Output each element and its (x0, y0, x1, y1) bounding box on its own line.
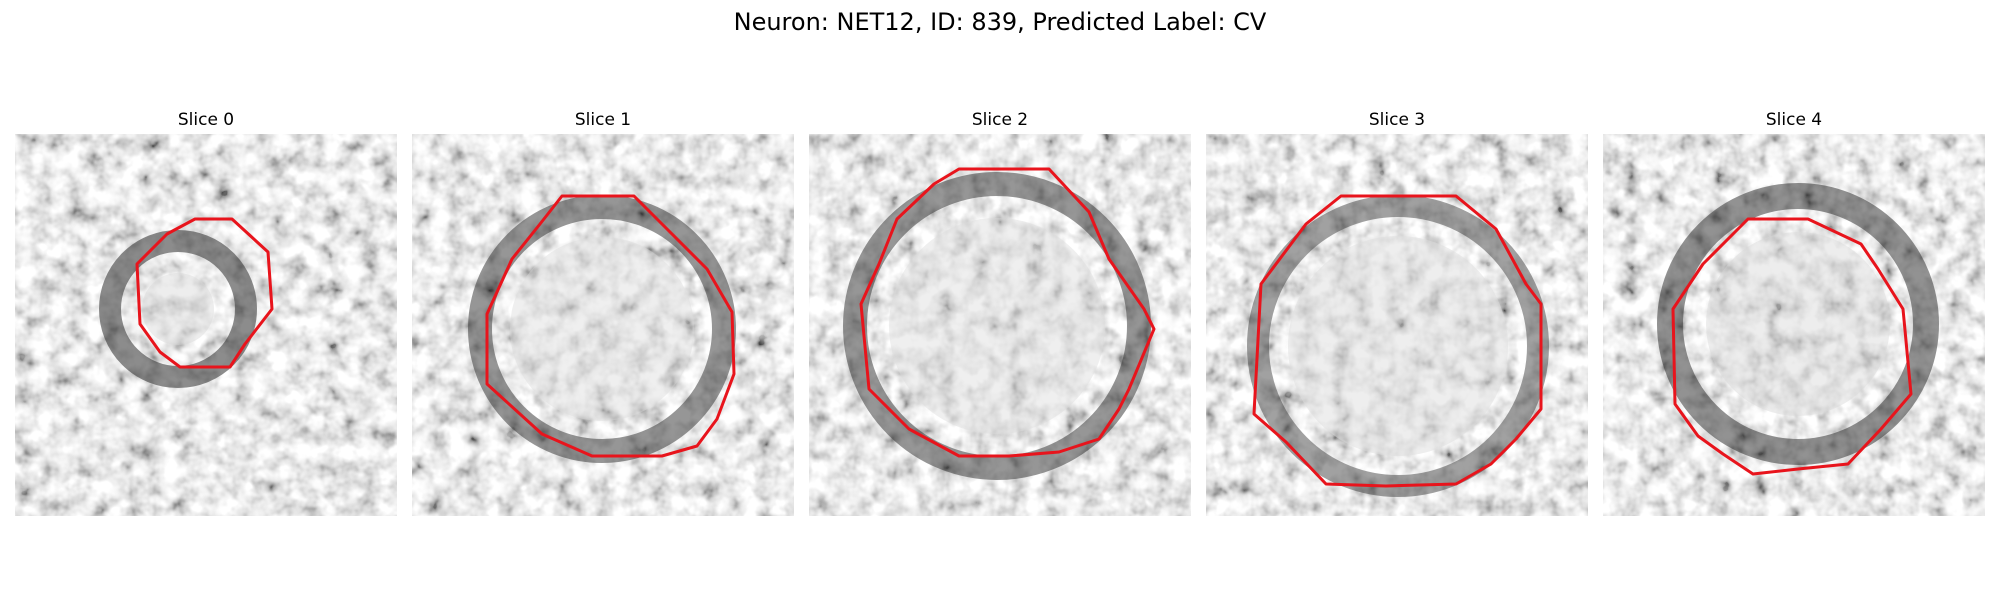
microscopy-texture (15, 134, 397, 516)
contour-outline (1671, 217, 1913, 476)
contour-outline (135, 217, 274, 369)
lumen (1706, 232, 1890, 416)
lumen (889, 218, 1105, 434)
contour-outline (485, 194, 736, 458)
slice-title: Slice 1 (574, 110, 632, 130)
slice-title: Slice 3 (1368, 110, 1426, 130)
lumen (510, 237, 694, 421)
slice-image-4 (1603, 134, 1985, 516)
membrane-ring (468, 195, 736, 463)
slice-image-0 (15, 134, 397, 516)
figure-title: Neuron: NET12, ID: 839, Predicted Label:… (733, 8, 1267, 36)
slice-panel-3: Slice 3 (1206, 108, 1588, 518)
lumen (142, 273, 214, 345)
lumen (1288, 236, 1508, 456)
membrane-ring (843, 172, 1151, 480)
membrane-ring (99, 230, 257, 388)
slice-title: Slice 2 (971, 110, 1029, 130)
slice-panel-4: Slice 4 (1603, 108, 1985, 518)
slice-title: Slice 0 (177, 110, 235, 130)
slice-panel-1: Slice 1 (412, 108, 794, 518)
membrane-ring (1657, 183, 1939, 465)
slice-panel-0: Slice 0 (15, 108, 397, 518)
slice-image-2 (809, 134, 1191, 516)
contour-outline (1252, 194, 1543, 488)
slice-title: Slice 4 (1765, 110, 1823, 130)
contour-outline (859, 167, 1156, 458)
slice-image-1 (412, 134, 794, 516)
slice-image-3 (1206, 134, 1588, 516)
slice-panel-2: Slice 2 (809, 108, 1191, 518)
